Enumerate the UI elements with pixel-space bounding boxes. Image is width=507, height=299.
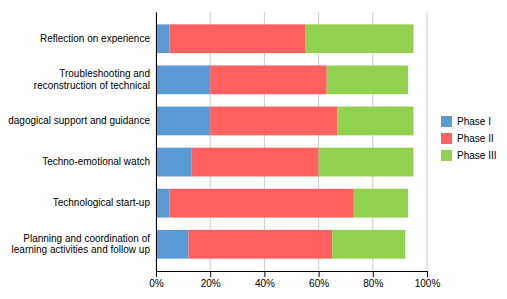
tick-mark <box>427 271 428 277</box>
tick-mark <box>373 271 374 277</box>
tick-mark <box>210 271 211 277</box>
tick: Technological start-up <box>53 197 151 208</box>
series <box>170 24 354 258</box>
grid <box>156 12 427 271</box>
tick: Techno-emotional watch <box>42 156 150 167</box>
tick-label-line: Technological start-up <box>53 197 151 208</box>
bar <box>338 107 414 136</box>
bar <box>305 24 413 53</box>
tick-label: dagogical support and guidance <box>8 115 150 126</box>
axis-line <box>157 272 428 278</box>
bar <box>354 189 408 218</box>
legend-swatch <box>441 133 452 144</box>
bar <box>170 189 354 218</box>
tick: 20% <box>201 271 221 289</box>
tick-label-line: Troubleshooting and <box>59 68 150 79</box>
tick-label: Reflection on experience <box>40 33 151 44</box>
tick-label-line: Techno-emotional watch <box>42 156 150 167</box>
bar <box>191 148 318 177</box>
series <box>305 24 413 258</box>
legend-item: Phase I <box>441 116 491 127</box>
tick-label: Planning and coordination oflearning act… <box>12 233 151 256</box>
tick-label: 0% <box>149 278 164 289</box>
bar <box>189 230 333 259</box>
y-axis: Planning and coordination oflearning act… <box>8 13 156 272</box>
bar <box>170 24 305 53</box>
bar <box>156 65 210 94</box>
tick: 0% <box>149 271 164 289</box>
legend-label: Phase II <box>457 133 494 144</box>
tick: Reflection on experience <box>40 33 151 44</box>
plot: 0% 20% 40% 60% 80% 100% Planning and coordinat… <box>8 12 440 289</box>
chart: 0% 20% 40% 60% 80% 100% Planning and coordinat… <box>0 0 507 299</box>
bar <box>210 65 327 94</box>
tick-label-line: reconstruction of technical <box>34 80 150 91</box>
tick-mark <box>156 271 157 277</box>
tick: Troubleshooting andreconstruction of tec… <box>34 68 150 90</box>
tick-label: Technological start-up <box>53 197 151 208</box>
bar <box>156 148 191 177</box>
tick: 100% <box>415 271 441 289</box>
tick-label: 40% <box>255 278 275 289</box>
tick-label: Techno-emotional watch <box>42 156 150 167</box>
tick-label: 60% <box>309 278 329 289</box>
tick-label-line: dagogical support and guidance <box>8 115 150 126</box>
legend-label: Phase I <box>457 116 491 127</box>
bar <box>156 230 189 259</box>
tick: Planning and coordination oflearning act… <box>12 233 151 256</box>
legend: Phase I Phase II Phase III <box>441 116 496 161</box>
bar <box>156 107 210 136</box>
tick: 60% <box>309 271 329 289</box>
tick: dagogical support and guidance <box>8 115 150 126</box>
tick: 80% <box>363 271 383 289</box>
legend-swatch <box>441 150 452 161</box>
tick-label-line: Planning and coordination of <box>23 233 150 244</box>
bar <box>332 230 405 259</box>
tick-label-line: learning activities and follow up <box>12 244 151 255</box>
legend-item: Phase II <box>441 133 494 144</box>
legend-label: Phase III <box>457 150 496 161</box>
x-axis: 0% 20% 40% 60% 80% 100% <box>149 271 440 289</box>
tick-mark <box>319 271 320 277</box>
bar <box>156 189 170 218</box>
bar <box>156 24 170 53</box>
bar <box>210 107 337 136</box>
tick: 40% <box>255 271 275 289</box>
tick-label: 80% <box>363 278 383 289</box>
tick-label: 100% <box>415 278 441 289</box>
series <box>156 24 210 258</box>
tick-label: Troubleshooting andreconstruction of tec… <box>34 68 150 90</box>
tick-label-line: Reflection on experience <box>40 33 151 44</box>
bar <box>319 148 414 177</box>
legend-item: Phase III <box>441 150 496 161</box>
legend-swatch <box>441 116 452 127</box>
grid-line <box>156 12 157 271</box>
grid-line <box>427 12 428 271</box>
bars <box>156 24 413 258</box>
tick-mark <box>264 271 265 277</box>
tick-label: 20% <box>201 278 221 289</box>
axis-line <box>156 13 157 272</box>
bar <box>327 65 408 94</box>
